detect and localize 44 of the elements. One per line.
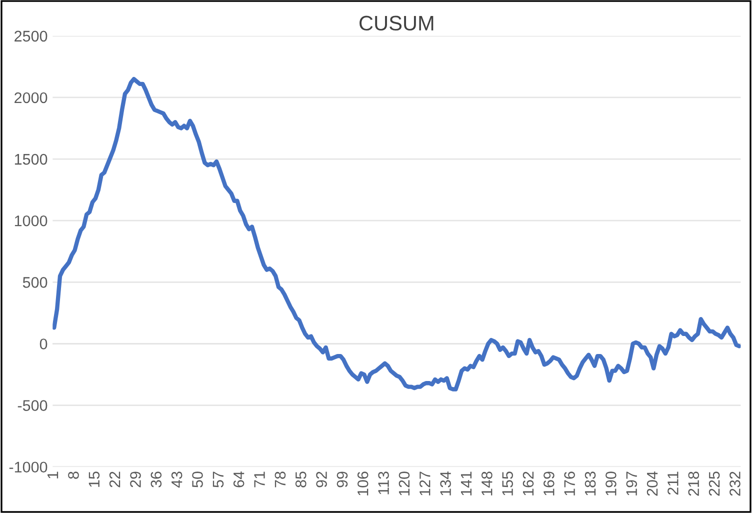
x-tick-label: 78 xyxy=(274,472,286,488)
x-tick-label: 155 xyxy=(502,472,513,496)
x-tick-label: 99 xyxy=(336,472,348,488)
line-series xyxy=(52,76,741,392)
x-tick-label: 1 xyxy=(48,472,58,478)
x-tick-label: 134 xyxy=(440,471,451,496)
y-tick-label: 2000 xyxy=(14,92,48,104)
x-tick-label: 162 xyxy=(522,472,534,496)
x-tick-label: 36 xyxy=(150,472,162,488)
x-tick-label: 120 xyxy=(398,472,410,496)
x-tick-label: 148 xyxy=(482,472,492,496)
x-tick-label: 218 xyxy=(688,472,700,496)
x-tick-label: 169 xyxy=(544,472,554,496)
x-tick-label: 197 xyxy=(626,472,638,496)
x-tick-label: 211 xyxy=(668,472,678,495)
x-tick-label: 225 xyxy=(708,472,720,496)
y-tick-label: -500 xyxy=(18,400,48,411)
x-tick-label: 71 xyxy=(254,472,265,488)
x-tick-label: 176 xyxy=(564,472,576,496)
x-tick-label: 113 xyxy=(378,472,389,494)
y-tick-label: 2500 xyxy=(14,30,48,42)
x-tick-label: 85 xyxy=(295,472,306,488)
x-tick-label: 106 xyxy=(357,472,368,496)
x-tick-label: 141 xyxy=(460,472,472,496)
x-tick-label: 22 xyxy=(109,472,120,488)
x-tick-label: 43 xyxy=(171,472,182,488)
x-tick-label: 232 xyxy=(730,472,740,496)
x-tick-label: 15 xyxy=(88,472,100,487)
x-tick-label: 190 xyxy=(606,472,616,496)
x-tick-label: 50 xyxy=(192,472,203,488)
chart-title: CUSUM xyxy=(360,16,434,31)
x-tick-label: 8 xyxy=(68,472,79,479)
y-tick-label: 1500 xyxy=(14,154,48,165)
y-tick-label: 500 xyxy=(22,277,48,288)
x-tick-label: 183 xyxy=(584,472,596,496)
x-tick-label: 64 xyxy=(233,471,244,488)
y-tick-label: 1000 xyxy=(14,215,48,226)
y-tick-label: 0 xyxy=(40,338,48,350)
y-tick-label: -1000 xyxy=(9,462,48,473)
x-tick-label: 92 xyxy=(316,472,327,488)
x-tick-label: 29 xyxy=(130,472,141,488)
x-tick-label: 127 xyxy=(419,472,430,496)
x-tick-label: 204 xyxy=(646,471,658,496)
x-tick-label: 57 xyxy=(212,472,224,488)
